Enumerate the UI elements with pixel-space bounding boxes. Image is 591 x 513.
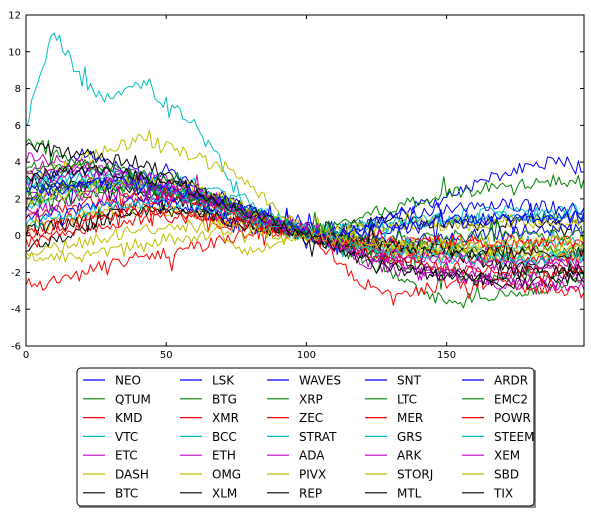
y-tick-label: 12 — [8, 11, 21, 22]
legend-label-dash: DASH — [115, 468, 149, 482]
legend-label-xlm: XLM — [212, 486, 237, 500]
series-line-sbd — [25, 218, 585, 261]
x-tick-label: 100 — [297, 350, 316, 361]
series-line-strat — [25, 167, 585, 258]
series-line-neo — [25, 148, 585, 246]
legend-label-steem: STEEM — [494, 430, 534, 444]
y-tick-label: 0 — [15, 231, 21, 242]
legend-label-ltc: LTC — [397, 392, 417, 406]
y-tick-label: -6 — [11, 342, 21, 353]
y-tick-label: 8 — [15, 84, 21, 95]
y-tick-label: -4 — [11, 305, 21, 316]
legend-label-strat: STRAT — [299, 430, 337, 444]
legend-label-grs: GRS — [397, 430, 422, 444]
series-line-emc2 — [25, 159, 585, 237]
legend-label-omg: OMG — [212, 468, 241, 482]
x-axis: 0 50 100 150 — [23, 15, 456, 361]
legend-box — [76, 367, 535, 507]
legend-label-qtum: QTUM — [115, 392, 151, 406]
legend-label-rep: REP — [299, 486, 322, 500]
legend-label-btc: BTC — [115, 486, 138, 500]
legend-label-bcc: BCC — [212, 430, 237, 444]
legend: NEO QTUM KMD VTC ETC DASH BTC LSK BTG XMR BCC ETH OM… — [76, 367, 536, 508]
legend-label-ark: ARK — [397, 449, 423, 463]
legend-items: NEO QTUM KMD VTC ETC DASH BTC LSK BTG XMR BCC ETH OM… — [83, 374, 534, 500]
legend-label-xem: XEM — [494, 449, 520, 463]
series-line-xem — [25, 170, 585, 295]
x-tick-label: 0 — [23, 350, 29, 361]
series-line-snt — [25, 194, 585, 257]
legend-label-tix: TIX — [493, 486, 513, 500]
legend-label-snt: SNT — [397, 374, 422, 388]
legend-label-ada: ADA — [299, 449, 325, 463]
y-tick-label: 10 — [8, 47, 21, 58]
legend-label-btg: BTG — [212, 392, 237, 406]
series-layer — [25, 32, 585, 309]
legend-label-zec: ZEC — [299, 411, 323, 425]
plot-frame — [25, 14, 585, 347]
series-line-tix — [25, 165, 585, 282]
y-tick-label: 2 — [15, 194, 21, 205]
legend-label-ardr: ARDR — [494, 374, 528, 388]
y-tick-label: -2 — [11, 268, 21, 279]
legend-label-vtc: VTC — [115, 430, 138, 444]
legend-label-waves: WAVES — [299, 374, 341, 388]
legend-label-emc2: EMC2 — [494, 392, 528, 406]
legend-label-kmd: KMD — [115, 411, 142, 425]
legend-label-lsk: LSK — [212, 374, 235, 388]
legend-label-powr: POWR — [494, 411, 531, 425]
y-axis: -6 -4 -2 0 2 4 6 8 10 12 — [8, 11, 584, 353]
legend-label-pivx: PIVX — [299, 468, 326, 482]
x-tick-label: 50 — [160, 350, 173, 361]
legend-label-mtl: MTL — [397, 486, 422, 500]
legend-label-xrp: XRP — [299, 392, 323, 406]
series-line-mtl — [25, 204, 585, 261]
x-tick-label: 150 — [437, 350, 456, 361]
legend-label-etc: ETC — [115, 449, 138, 463]
legend-label-mer: MER — [397, 411, 423, 425]
legend-label-sbd: SBD — [494, 468, 519, 482]
legend-label-eth: ETH — [212, 449, 236, 463]
legend-label-storj: STORJ — [397, 468, 433, 482]
legend-label-xmr: XMR — [212, 411, 239, 425]
legend-label-neo: NEO — [115, 374, 141, 388]
y-tick-label: 4 — [15, 158, 21, 169]
y-tick-label: 6 — [15, 121, 21, 132]
